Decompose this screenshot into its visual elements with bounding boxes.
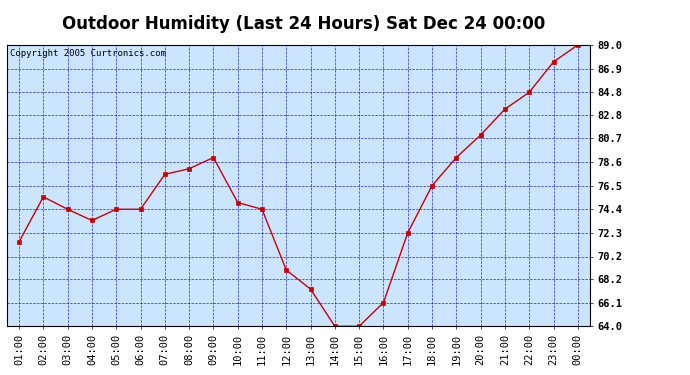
Text: Copyright 2005 Curtronics.com: Copyright 2005 Curtronics.com [10,49,166,58]
Text: Outdoor Humidity (Last 24 Hours) Sat Dec 24 00:00: Outdoor Humidity (Last 24 Hours) Sat Dec… [62,15,545,33]
